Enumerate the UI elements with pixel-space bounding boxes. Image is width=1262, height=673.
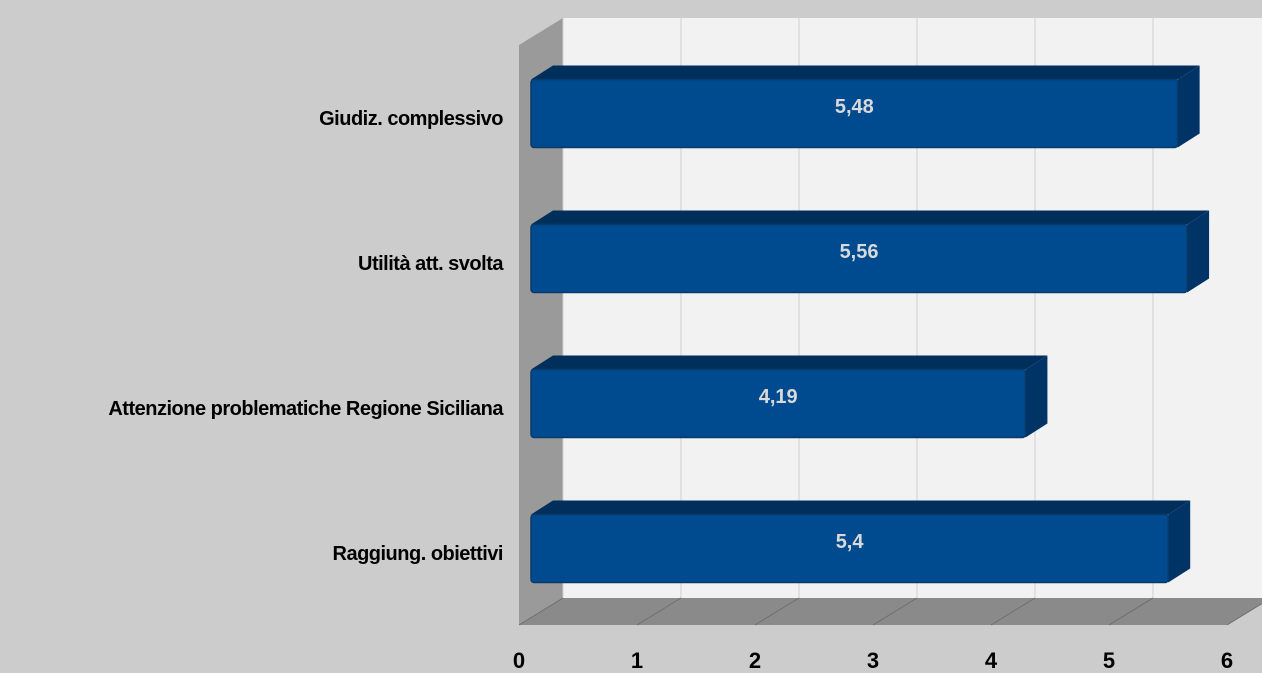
x-tick-label: 1	[631, 648, 643, 673]
x-tick-label: 6	[1221, 648, 1233, 673]
x-tick-label: 5	[1103, 648, 1115, 673]
bar-side	[1025, 355, 1048, 438]
bar	[530, 500, 1191, 584]
bar-top	[531, 355, 1048, 370]
y-tick-label: Raggiung. obiettivi	[333, 543, 504, 565]
data-label: 5,48	[835, 96, 874, 118]
bar-front	[530, 78, 1179, 149]
floor-grid-line	[1108, 597, 1154, 626]
y-tick-label: Giudiz. complessivo	[319, 108, 503, 130]
floor-grid-line	[636, 597, 682, 626]
floor	[519, 598, 1262, 625]
bar-side	[1177, 65, 1200, 148]
x-tick-label: 2	[749, 648, 761, 673]
floor-grid-line	[1226, 602, 1262, 626]
bar-side	[1187, 210, 1210, 293]
x-tick-label: 0	[513, 648, 525, 673]
bar-front	[530, 513, 1169, 584]
bar	[530, 355, 1048, 439]
data-label: 4,19	[759, 386, 798, 408]
y-tick-label: Utilità att. svolta	[358, 253, 504, 275]
bar	[530, 210, 1210, 294]
floor-grid-line	[990, 597, 1036, 626]
data-label: 5,4	[836, 531, 865, 553]
back-wall	[563, 18, 1262, 598]
bar-front	[530, 368, 1027, 439]
floor-grid-line	[872, 597, 918, 626]
side-wall	[519, 18, 563, 625]
floor-grid-line	[518, 597, 564, 626]
floor-grid-line	[754, 597, 800, 626]
x-tick-label: 3	[867, 648, 879, 673]
y-tick-label: Attenzione problematiche Regione Sicilia…	[108, 398, 504, 420]
bar-top	[531, 210, 1210, 225]
data-label: 5,56	[840, 241, 879, 263]
x-tick-label: 4	[985, 648, 998, 673]
bar-top	[531, 65, 1200, 80]
bar-top	[531, 500, 1191, 515]
bar	[530, 65, 1200, 149]
bar-front	[530, 223, 1188, 294]
bar-side	[1168, 500, 1191, 583]
